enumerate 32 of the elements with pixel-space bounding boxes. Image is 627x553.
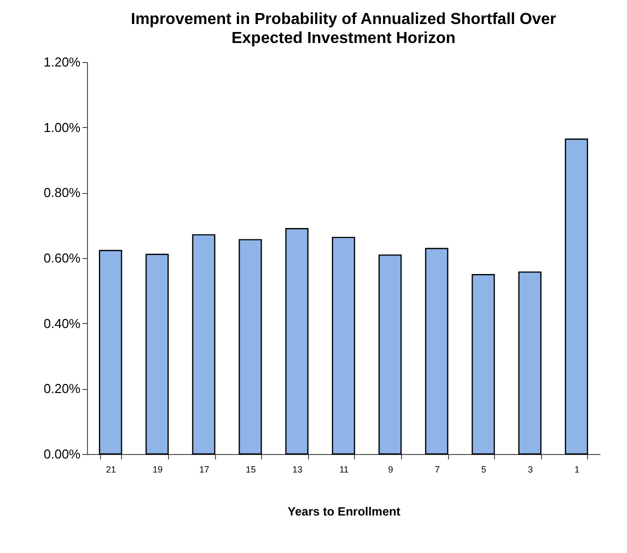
x-tick-label: 7 (434, 464, 440, 474)
bar (332, 236, 356, 455)
y-tick-label: 1.20% (44, 54, 81, 70)
bar (472, 274, 495, 455)
text: Expected Investment Horizon (231, 30, 456, 47)
x-tick-label: 21 (106, 464, 116, 474)
bar (378, 254, 402, 455)
y-tick-label: 1.00% (44, 120, 81, 135)
x-tick-label: 5 (481, 464, 486, 474)
x-tick-label: 19 (152, 464, 163, 474)
x-tick-label: 15 (246, 464, 256, 474)
x-axis-title: Years to Enrollment (288, 504, 400, 518)
x-tick-label: 13 (292, 464, 302, 474)
x-tick-label: 3 (528, 464, 533, 474)
text: Improvement in Probability of Annualized Shortfall Over (130, 11, 556, 28)
bar (285, 228, 309, 455)
x-tick-label: 9 (388, 464, 394, 474)
bar (425, 248, 448, 455)
bar (98, 250, 122, 455)
bar (192, 234, 216, 455)
x-tick-label: 11 (339, 464, 349, 474)
y-tick-label: 0.20% (44, 381, 81, 396)
x-tick-label: 1 (574, 464, 580, 474)
bar (518, 271, 542, 455)
bar (238, 239, 262, 455)
bar (146, 254, 169, 455)
y-tick-label: 0.60% (44, 250, 81, 266)
y-tick-label: 0.40% (44, 316, 81, 331)
y-tick-label: 0.00% (44, 446, 81, 462)
y-tick-label: 0.80% (44, 185, 81, 200)
bar (564, 138, 588, 455)
x-tick-label: 17 (199, 464, 210, 474)
